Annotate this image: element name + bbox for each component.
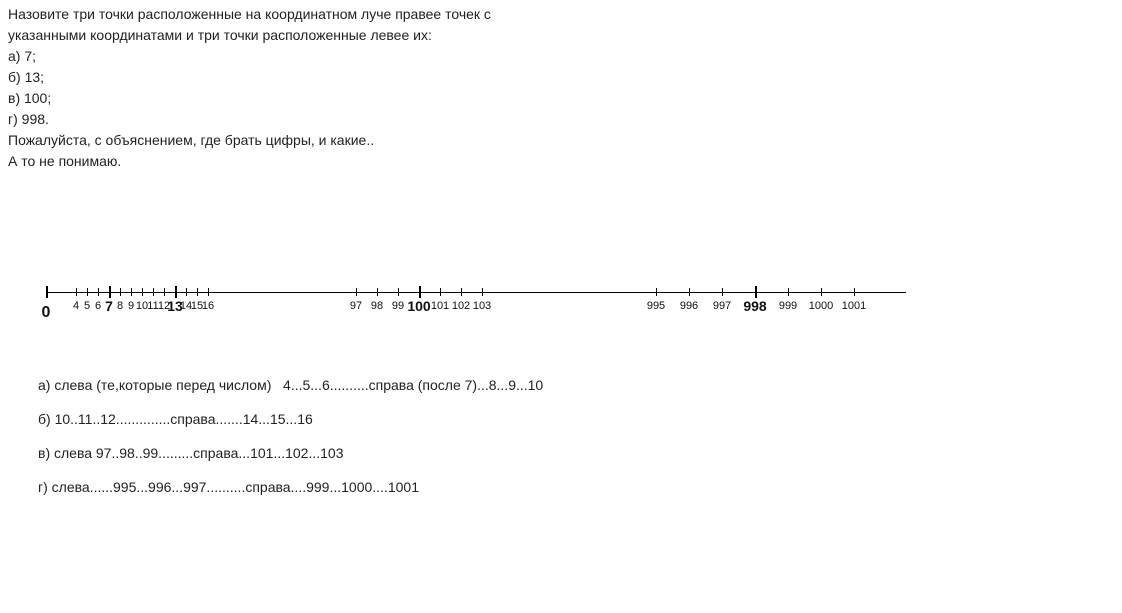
tick bbox=[109, 286, 111, 298]
tick bbox=[120, 288, 121, 296]
question-item-b: б) 13; bbox=[8, 67, 1114, 88]
tick-label: 102 bbox=[452, 300, 470, 312]
tick bbox=[377, 288, 378, 296]
tick-label: 99 bbox=[392, 300, 404, 312]
question-note-2: А то не понимаю. bbox=[8, 151, 1114, 172]
answer-a: а) слева (те,которые перед числом) 4...5… bbox=[38, 377, 1114, 393]
tick-label: 97 bbox=[350, 300, 362, 312]
tick-label: 16 bbox=[202, 300, 214, 312]
tick bbox=[821, 288, 822, 296]
tick bbox=[98, 288, 99, 296]
tick bbox=[186, 288, 187, 296]
tick bbox=[854, 288, 855, 296]
answer-d: г) слева......995...996...997..........с… bbox=[38, 479, 1114, 495]
answers-block: а) слева (те,которые перед числом) 4...5… bbox=[38, 377, 1114, 495]
tick bbox=[356, 288, 357, 296]
tick bbox=[131, 288, 132, 296]
tick-label: 996 bbox=[680, 300, 698, 312]
tick bbox=[153, 288, 154, 296]
tick-label: 98 bbox=[371, 300, 383, 312]
tick bbox=[755, 286, 757, 298]
tick bbox=[164, 288, 165, 296]
tick bbox=[76, 288, 77, 296]
tick bbox=[656, 288, 657, 296]
tick bbox=[142, 288, 143, 296]
tick bbox=[461, 288, 462, 296]
tick-label: 1001 bbox=[842, 300, 866, 312]
tick bbox=[208, 288, 209, 296]
tick-label: 103 bbox=[473, 300, 491, 312]
question-item-a: а) 7; bbox=[8, 46, 1114, 67]
answer-b: б) 10..11..12..............справа.......… bbox=[38, 411, 1114, 427]
tick bbox=[722, 288, 723, 296]
tick-label: 100 bbox=[407, 298, 430, 314]
question-line-1: Назовите три точки расположенные на коор… bbox=[8, 4, 1114, 25]
tick bbox=[398, 288, 399, 296]
tick-label: 999 bbox=[779, 300, 797, 312]
number-line-diagram: 0 45678910111213141516979899100101102103… bbox=[26, 282, 1114, 322]
tick-label: 7 bbox=[105, 298, 113, 314]
tick bbox=[197, 288, 198, 296]
answer-c: в) слева 97..98..99.........справа...101… bbox=[38, 445, 1114, 461]
tick bbox=[482, 288, 483, 296]
tick-label: 1000 bbox=[809, 300, 833, 312]
question-line-2: указанными координатами и три точки расп… bbox=[8, 25, 1114, 46]
tick-label: 998 bbox=[743, 298, 766, 314]
tick bbox=[87, 288, 88, 296]
tick bbox=[175, 286, 177, 298]
tick bbox=[689, 288, 690, 296]
tick-label: 995 bbox=[647, 300, 665, 312]
tick-zero bbox=[46, 286, 48, 298]
tick bbox=[440, 288, 441, 296]
tick-label: 997 bbox=[713, 300, 731, 312]
tick-label: 5 bbox=[84, 300, 90, 312]
tick bbox=[788, 288, 789, 296]
number-line-zero-label: 0 bbox=[42, 304, 51, 322]
tick bbox=[419, 286, 421, 298]
question-note-1: Пожалуйста, с объяснением, где брать циф… bbox=[8, 130, 1114, 151]
question-item-c: в) 100; bbox=[8, 88, 1114, 109]
tick-label: 9 bbox=[128, 300, 134, 312]
tick-label: 101 bbox=[431, 300, 449, 312]
tick-label: 4 bbox=[73, 300, 79, 312]
tick-label: 8 bbox=[117, 300, 123, 312]
tick-label: 6 bbox=[95, 300, 101, 312]
question-item-d: г) 998. bbox=[8, 109, 1114, 130]
tick-label: 10 bbox=[136, 300, 148, 312]
